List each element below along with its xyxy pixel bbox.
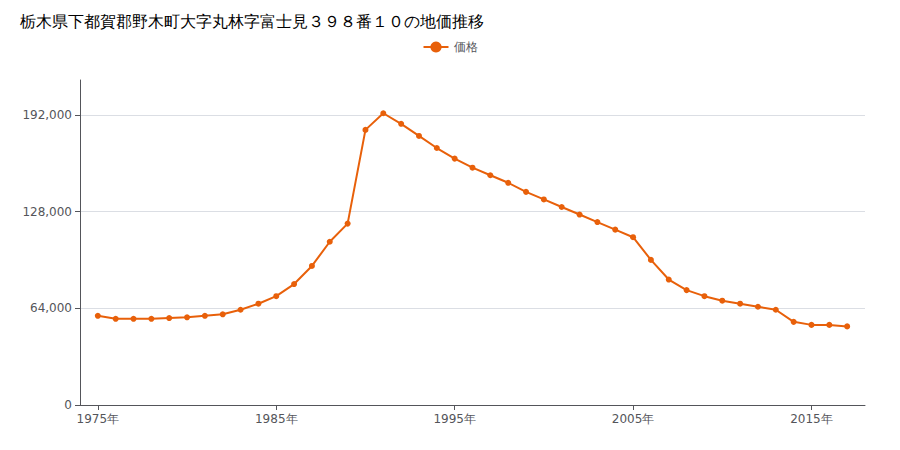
svg-text:2015年: 2015年: [790, 412, 833, 426]
svg-text:0: 0: [64, 398, 72, 412]
svg-text:価格: 価格: [454, 40, 478, 54]
svg-text:128,000: 128,000: [22, 205, 72, 219]
svg-text:1975年: 1975年: [77, 412, 120, 426]
svg-text:1995年: 1995年: [433, 412, 476, 426]
svg-text:1985年: 1985年: [255, 412, 298, 426]
svg-text:64,000: 64,000: [30, 301, 72, 315]
svg-text:192,000: 192,000: [22, 108, 72, 122]
svg-text:2005年: 2005年: [612, 412, 655, 426]
svg-text:栃木県下都賀郡野木町大字丸林字富士見３９８番１０の地価推移: 栃木県下都賀郡野木町大字丸林字富士見３９８番１０の地価推移: [20, 12, 484, 31]
